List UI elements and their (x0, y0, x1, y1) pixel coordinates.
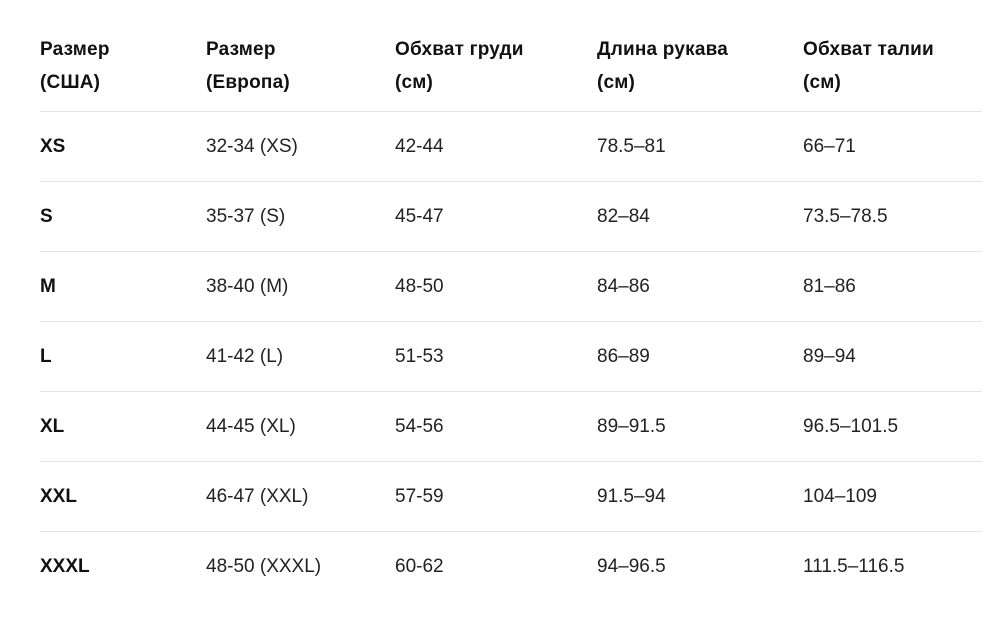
table-row: XXXL 48-50 (XXXL) 60-62 94–96.5 111.5–11… (40, 531, 982, 601)
cell-us-size: XXXL (40, 531, 206, 601)
cell-eu-size: 35-37 (S) (206, 181, 395, 252)
cell-waist: 81–86 (803, 251, 982, 322)
header-us-size: Размер (США) (40, 39, 110, 93)
cell-sleeve: 94–96.5 (597, 531, 803, 601)
cell-chest: 48-50 (395, 251, 597, 322)
cell-chest: 54-56 (395, 391, 597, 462)
table-row: XL 44-45 (XL) 54-56 89–91.5 96.5–101.5 (40, 391, 982, 462)
header-waist: Обхват талии (см) (803, 39, 934, 93)
cell-sleeve: 91.5–94 (597, 461, 803, 532)
cell-waist: 73.5–78.5 (803, 181, 982, 252)
cell-us-size: M (40, 251, 206, 322)
cell-us-size: XS (40, 111, 206, 182)
cell-sleeve: 84–86 (597, 251, 803, 322)
cell-chest: 57-59 (395, 461, 597, 532)
cell-waist: 89–94 (803, 321, 982, 392)
header-row: Размер (США) Размер (Европа) Обхват груд… (40, 22, 982, 112)
cell-eu-size: 46-47 (XXL) (206, 461, 395, 532)
cell-sleeve: 82–84 (597, 181, 803, 252)
header-sleeve: Длина рукава (см) (597, 39, 729, 93)
cell-eu-size: 41-42 (L) (206, 321, 395, 392)
cell-eu-size: 32-34 (XS) (206, 111, 395, 182)
table-row: XXL 46-47 (XXL) 57-59 91.5–94 104–109 (40, 461, 982, 532)
cell-us-size: XXL (40, 461, 206, 532)
table-row: M 38-40 (M) 48-50 84–86 81–86 (40, 251, 982, 322)
cell-chest: 42-44 (395, 111, 597, 182)
cell-sleeve: 78.5–81 (597, 111, 803, 182)
cell-us-size: L (40, 321, 206, 392)
cell-eu-size: 48-50 (XXXL) (206, 531, 395, 601)
table-row: XS 32-34 (XS) 42-44 78.5–81 66–71 (40, 111, 982, 182)
cell-sleeve: 86–89 (597, 321, 803, 392)
table-row: L 41-42 (L) 51-53 86–89 89–94 (40, 321, 982, 392)
size-chart-table: Размер (США) Размер (Европа) Обхват груд… (40, 22, 982, 601)
cell-chest: 60-62 (395, 531, 597, 601)
cell-sleeve: 89–91.5 (597, 391, 803, 462)
header-eu-size: Размер (Европа) (206, 39, 290, 93)
cell-chest: 51-53 (395, 321, 597, 392)
cell-us-size: S (40, 181, 206, 252)
cell-chest: 45-47 (395, 181, 597, 252)
cell-waist: 66–71 (803, 111, 982, 182)
table-row: S 35-37 (S) 45-47 82–84 73.5–78.5 (40, 181, 982, 252)
header-chest: Обхват груди (см) (395, 39, 524, 93)
cell-us-size: XL (40, 391, 206, 462)
cell-eu-size: 44-45 (XL) (206, 391, 395, 462)
cell-eu-size: 38-40 (M) (206, 251, 395, 322)
cell-waist: 104–109 (803, 461, 982, 532)
cell-waist: 96.5–101.5 (803, 391, 982, 462)
cell-waist: 111.5–116.5 (803, 531, 982, 601)
